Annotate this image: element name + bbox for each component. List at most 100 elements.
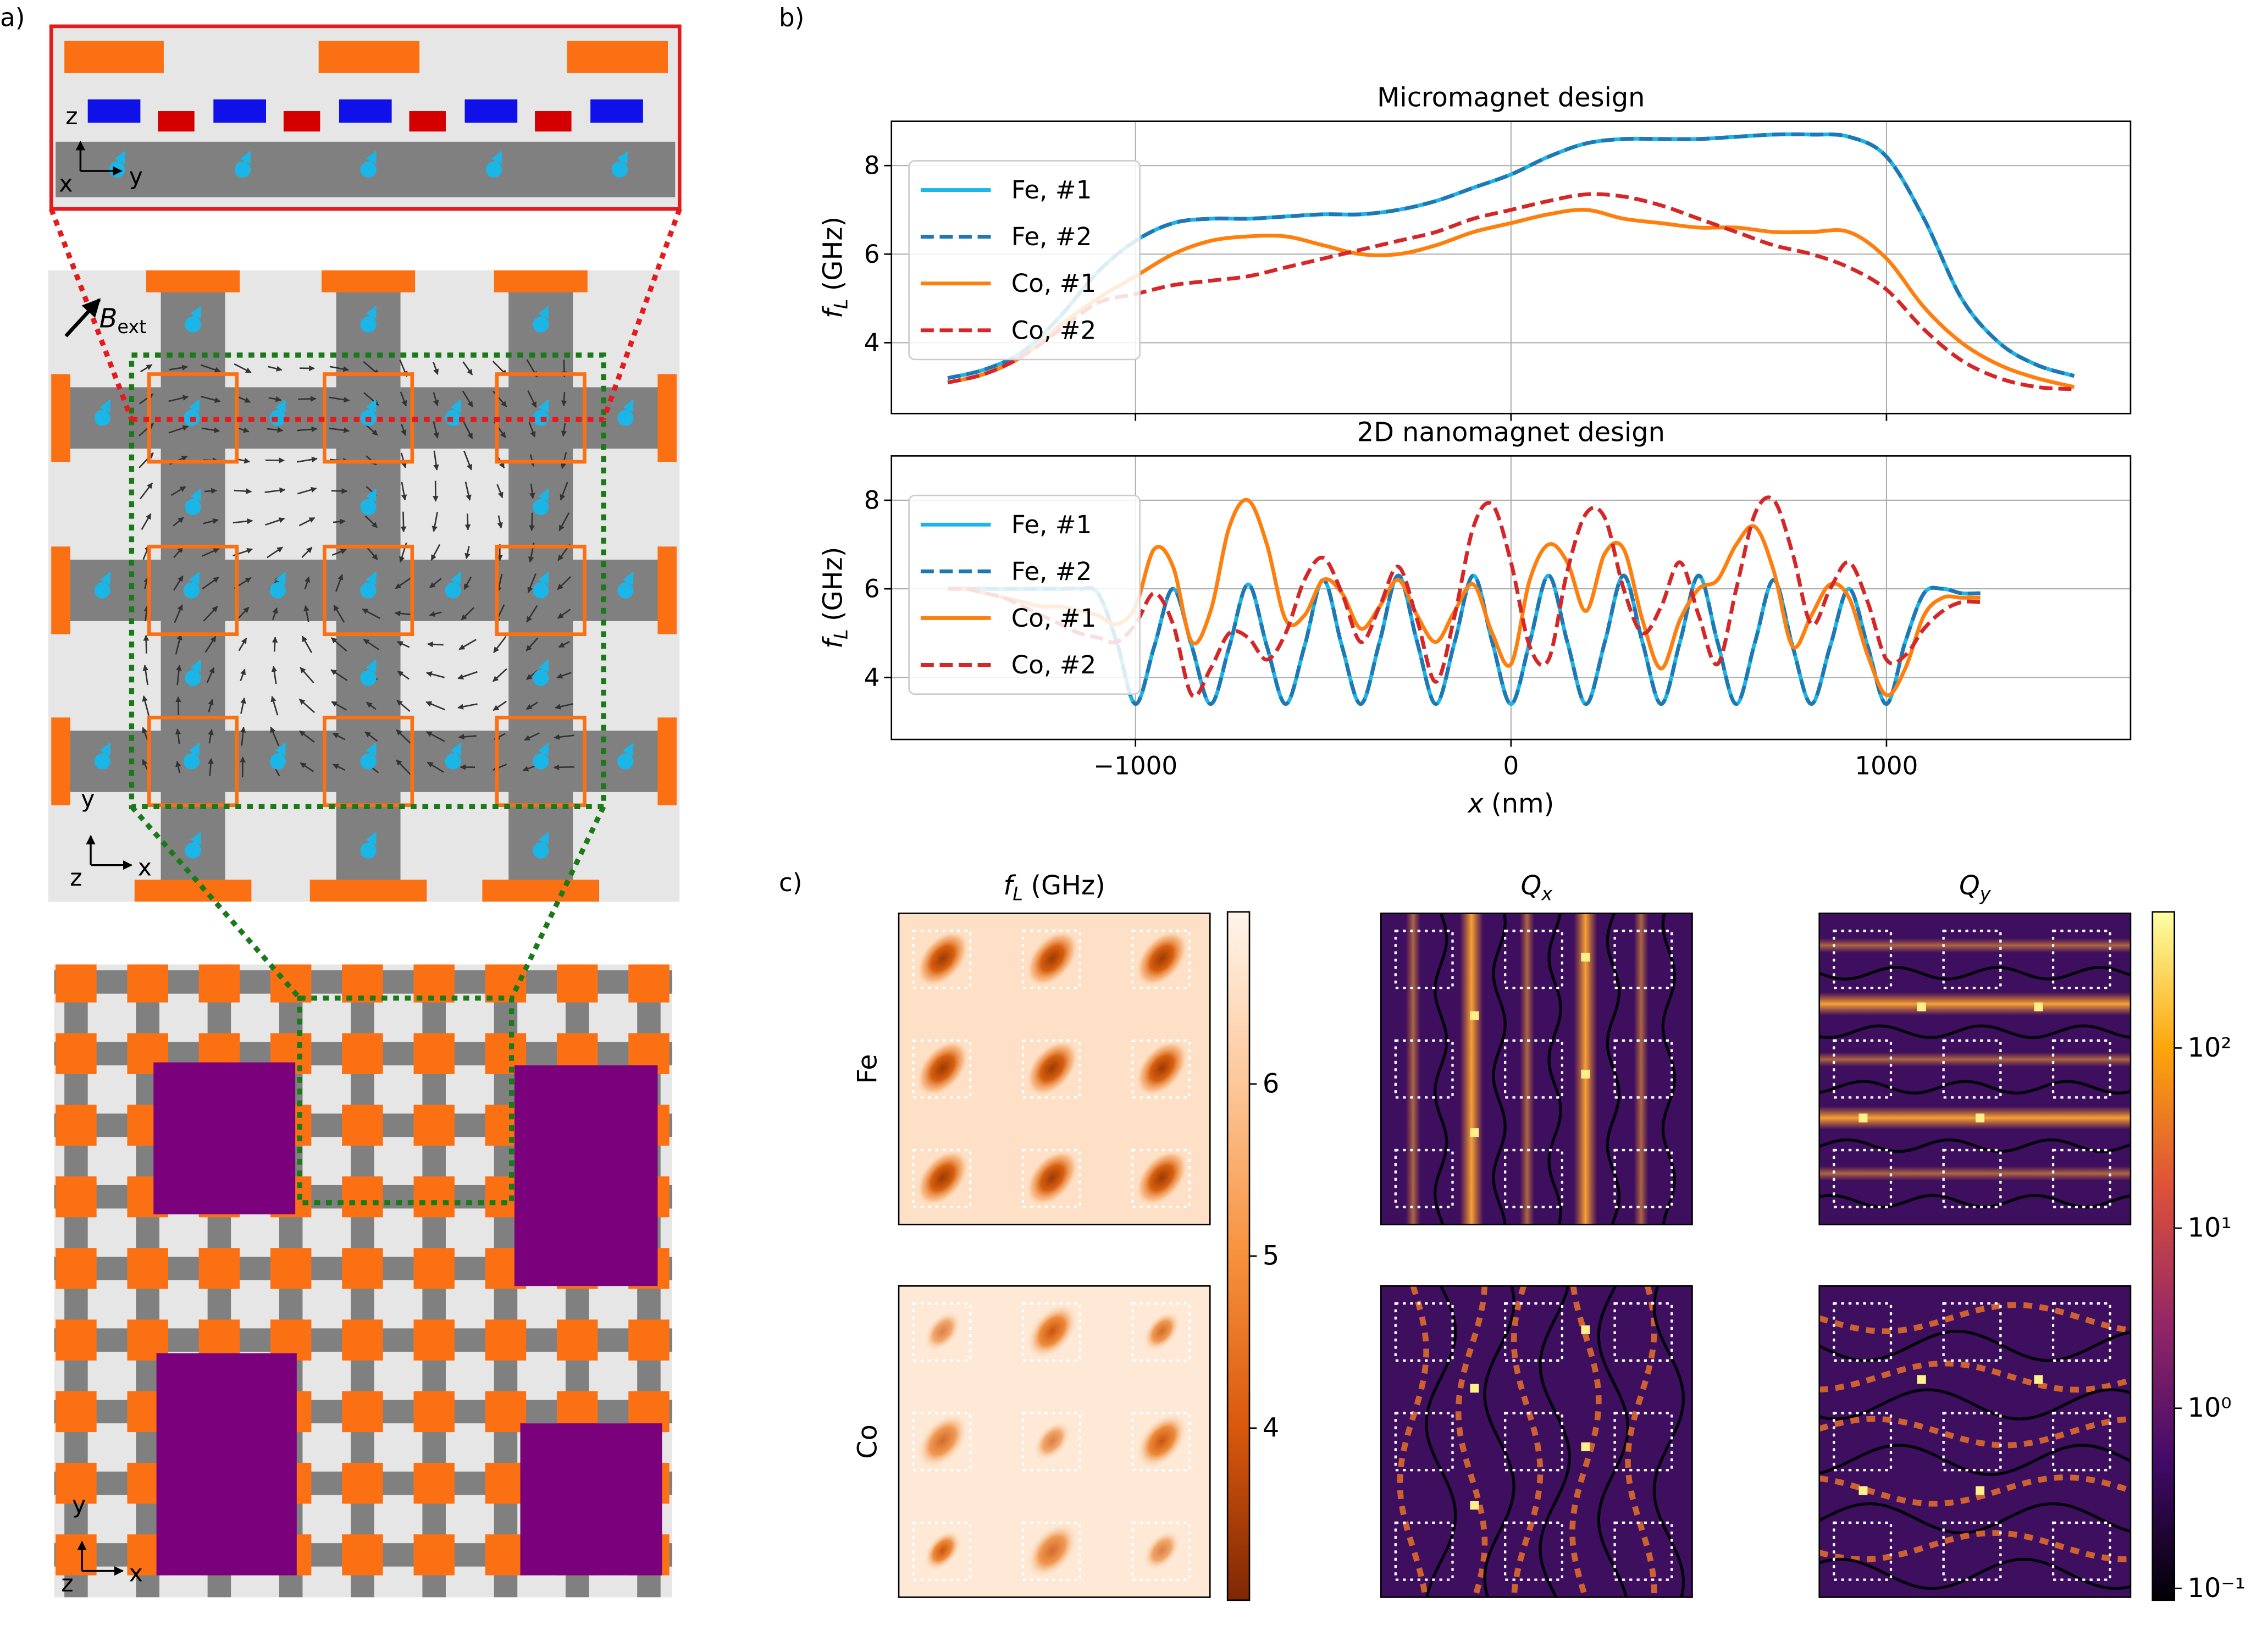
zoom-line: [129, 805, 302, 1000]
magnet: [413, 1033, 455, 1074]
qubit-site: [1942, 1521, 2002, 1581]
spin-arrow: [189, 832, 202, 854]
heatmap-valley: [1547, 913, 1562, 1225]
field-arrow: [555, 703, 573, 710]
qubit-site: [1613, 1521, 1673, 1581]
field-arrow: [396, 729, 411, 744]
field-arrow: [143, 634, 150, 654]
map-frame: [1818, 913, 2132, 1225]
zoom-region: [129, 352, 606, 810]
field-arrow: [525, 701, 538, 710]
qubit-site: [495, 544, 587, 637]
field-arrow: [363, 639, 379, 650]
field-arrow: [457, 671, 478, 680]
heatmap-ridge: [1569, 1285, 1602, 1599]
panel-label: b): [779, 3, 804, 32]
qubit-site: [1833, 1302, 1893, 1362]
heatmap-blob: [923, 1311, 961, 1352]
spin-arrow: [536, 488, 550, 511]
qubit-site: [1504, 1039, 1564, 1099]
magnet: [413, 1462, 455, 1504]
heatmap-glow: [1819, 938, 2131, 953]
magnet: [198, 964, 240, 1003]
qubit-site: [1131, 1412, 1191, 1472]
field-arrow: [329, 366, 350, 372]
heatmap-ridge: [1819, 1474, 2132, 1507]
x-tick-label: 0: [1503, 751, 1519, 780]
field-arrow: [364, 423, 378, 436]
spin-arrow: [98, 572, 111, 594]
heatmap: [899, 1286, 1210, 1598]
field-arrow: [362, 608, 381, 620]
qubit-site: [1021, 1148, 1081, 1208]
spin-arrow: [536, 743, 550, 765]
qubit-site: [1833, 1148, 1893, 1208]
qubit-site: [1131, 1521, 1191, 1581]
gate-red: [409, 111, 446, 132]
gate-red: [158, 111, 195, 132]
heatmap-hotspot: [1581, 1442, 1590, 1451]
colorbar-tick-label: 5: [1263, 1241, 1279, 1271]
field-arrow: [463, 576, 472, 590]
heatmap-hotspot: [1976, 1113, 1985, 1123]
reservoir: [520, 1423, 662, 1576]
qubit-site: [2051, 930, 2111, 990]
heatmap-ridge: [1625, 1285, 1657, 1598]
y-tick-label: 6: [864, 574, 880, 604]
map-title: Qy: [1959, 870, 1992, 904]
field-arrow: [560, 482, 568, 501]
magnet: [56, 964, 97, 1003]
magnet: [342, 1104, 383, 1146]
y-tick-label: 6: [864, 240, 880, 269]
heatmap-glow: [1519, 913, 1535, 1225]
heatmap-hotspot: [1581, 1325, 1590, 1335]
legend-label: Co, #2: [1011, 650, 1097, 679]
qubit-site: [1613, 1039, 1673, 1099]
field-arrow: [297, 426, 318, 433]
gate-blue: [87, 99, 141, 123]
heatmap-blob: [1143, 1530, 1181, 1571]
field-arrow: [330, 637, 347, 652]
field-arrow: [433, 362, 439, 375]
colorbar-tick-label: 10²: [2188, 1033, 2232, 1063]
field-arrow: [331, 549, 347, 556]
subscript: L: [830, 299, 851, 309]
magnet: [342, 1319, 383, 1361]
map-title: Qx: [1521, 870, 1553, 904]
field-arrow: [427, 761, 444, 773]
zoom-line: [48, 208, 134, 421]
chart-title: 2D nanomagnet design: [1357, 417, 1665, 447]
field-label: Bext: [99, 303, 147, 337]
legend-box: [908, 494, 1141, 695]
qubit-site: [1394, 930, 1454, 990]
field-arrow: [272, 607, 278, 620]
field-arrow: [427, 641, 444, 648]
field-arrow: [272, 637, 278, 652]
spin-arrow: [536, 306, 550, 328]
y-tick-label: 8: [864, 151, 880, 180]
axis-letter: x: [129, 1560, 143, 1587]
field-arrow: [303, 605, 309, 622]
axis-letter: y: [72, 1492, 86, 1519]
heatmap-blob: [1136, 1040, 1188, 1096]
field-arrow: [528, 422, 536, 438]
field-arrow: [138, 423, 154, 436]
gate-red: [283, 111, 320, 132]
magnet: [628, 964, 670, 1003]
map-frame: [898, 1285, 1211, 1598]
spin-arrow: [449, 572, 462, 594]
qubit-site: [2051, 1412, 2111, 1472]
field-arrow: [400, 391, 407, 407]
heatmap: [899, 913, 1210, 1225]
magnet: [342, 1248, 383, 1289]
spin-arrow: [98, 743, 111, 765]
magnet: [413, 1248, 455, 1289]
field-arrow: [462, 390, 473, 408]
magnet: [556, 964, 598, 1003]
qubit-site: [1021, 1412, 1081, 1472]
heatmap-ridge: [1818, 1416, 2131, 1449]
magnet: [318, 41, 420, 73]
field-arrow: [557, 609, 571, 619]
magnet: [485, 1319, 527, 1361]
